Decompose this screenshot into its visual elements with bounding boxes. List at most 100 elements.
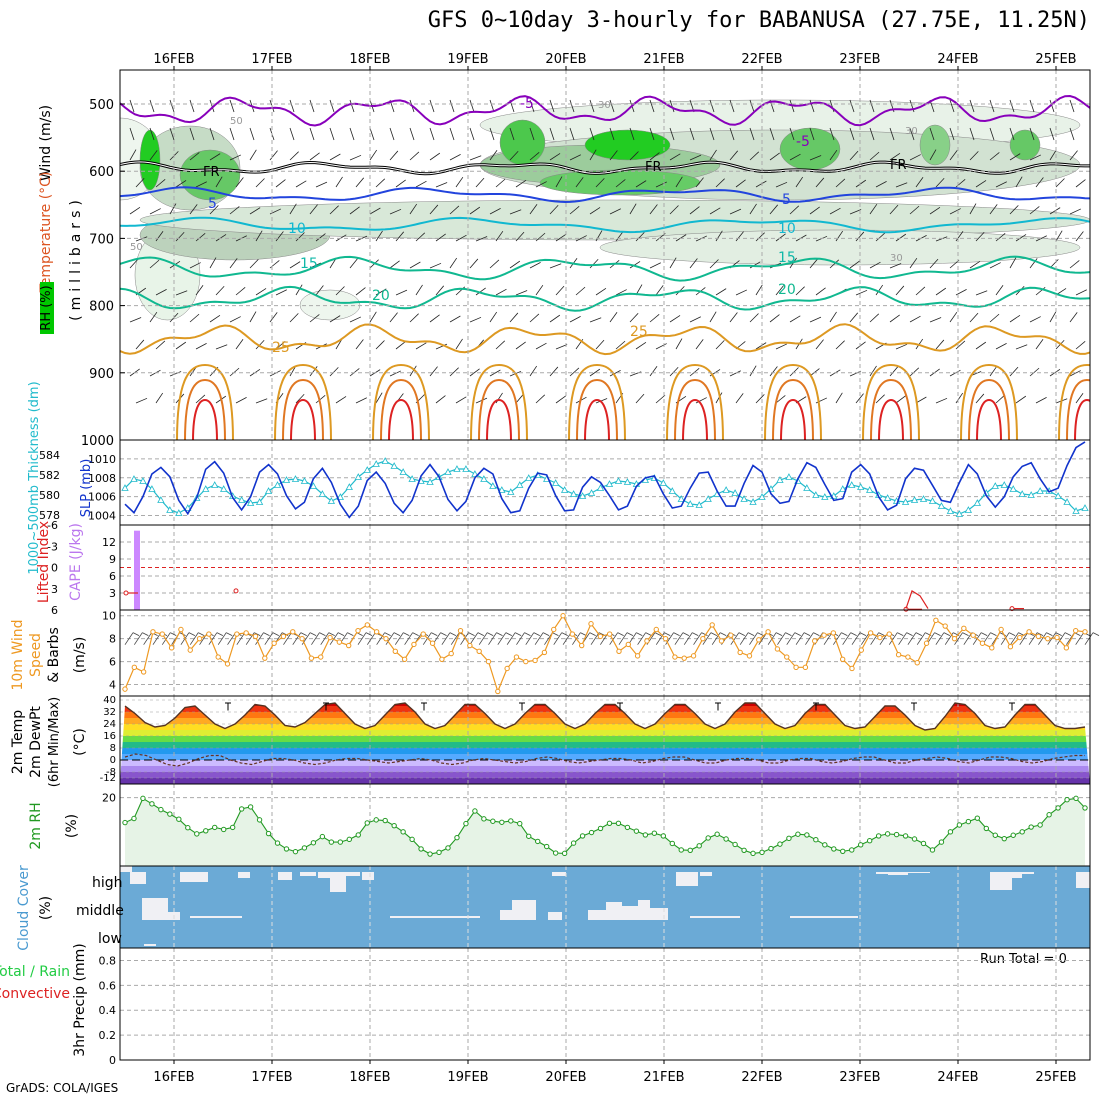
cloud-high-block [876,872,888,874]
wind-speed-point [718,638,725,644]
wind-speed-point [364,622,371,628]
wind-barb [255,398,268,404]
wind-speed-point [979,640,986,646]
wind-barb-10m [347,632,354,637]
rh-point [454,834,460,841]
label-20: 20 [372,288,390,304]
li-tick-label: -6 [47,519,58,532]
wind-speed-point [1017,634,1023,641]
wind-barb [1069,208,1082,215]
cloud-high-block [888,872,908,875]
temperature-axis-label: Temperature (°C) [38,172,54,294]
wind-speed-point [234,631,240,637]
wind-barb [215,234,227,242]
wind-barb [389,150,399,161]
wind-barb-10m [431,632,438,637]
wind-barb [755,180,767,188]
label-fr: FR [890,158,907,173]
cloud-high-block [318,872,330,878]
wind-barb [329,127,335,141]
wind-barb [569,367,580,377]
wind-barb [875,232,886,242]
wind-barb [489,99,495,113]
wind-barb [529,365,538,377]
wind-speed-point [616,648,622,654]
cloud-high-block [908,872,930,873]
wind-barb [789,205,800,215]
wind-barb-10m [337,632,345,637]
thickness-point [569,490,578,497]
wind-barb [1009,257,1017,269]
thickness-point [273,481,282,488]
wind-barb [469,316,482,323]
wind-barb [489,150,498,161]
wind-barb [229,154,242,161]
wind-speed-point [280,633,287,640]
wind-barb [469,258,479,269]
wind-barb-10m [786,632,796,645]
wind-barb [855,289,868,296]
rh-point [642,832,649,838]
precip-tick-label: 0.4 [99,1004,117,1017]
cloud-high-block [346,872,360,876]
wind-barb-10m [441,632,451,645]
wind-barb [189,262,201,269]
wind-speed-point [867,630,874,636]
wind-barb [1069,150,1078,161]
wind-barb [315,394,326,404]
thickness-point [551,479,560,486]
thickness-point [336,493,345,500]
wind-barb [655,394,666,404]
temperature-band [120,748,1090,754]
wind-barb-10m [384,632,391,637]
temp-tick-label: 40 [103,695,116,706]
wind-barb [469,206,481,215]
wind-barb [449,367,459,377]
wind-speed-point [569,631,576,637]
wind-barb [869,365,877,377]
wind-barb [655,181,668,188]
rh-point [301,845,308,851]
wind-barb [709,311,717,323]
wind-barb [509,209,522,215]
wind-barb [715,230,723,242]
wind-barb [789,127,795,141]
wind-barb [135,339,145,350]
wind-barb [335,234,347,242]
rh-point [705,835,711,841]
wind-barb [409,365,417,377]
thickness-tick-label: 580 [39,489,60,502]
wind-barb [149,99,155,113]
wind-barb [589,149,597,161]
wind-speed-point [784,654,790,660]
wind-barb [689,367,700,377]
wind-barb-10m [309,632,317,637]
total-rain-label: Total / Rain [0,964,70,980]
wind-barb-10m [253,632,261,637]
wind-barb [1029,99,1035,113]
wind-barb [715,392,723,404]
thickness-point [184,504,192,511]
thickness-point [785,473,793,480]
wind-barb [829,127,835,141]
wind-barb [395,231,405,242]
wind-barb [775,395,786,404]
wind-barb [449,257,458,269]
wind-speed-point [392,648,398,654]
thickness-point [381,457,389,464]
thickness-point [300,477,309,484]
wind-barb [989,365,998,377]
wind-barb [869,203,878,215]
wind-speed-point [886,631,892,637]
wind-barb [149,150,158,161]
convective-label: Convective [0,986,70,1002]
rh-point [328,839,335,845]
wind-barb-10m [916,632,926,645]
wind-barb [895,395,906,404]
rh-point [194,831,200,837]
wind-barb [729,127,735,141]
wind-barb [535,394,546,404]
wind-barb-10m [617,632,624,637]
wind-barb [609,312,618,323]
